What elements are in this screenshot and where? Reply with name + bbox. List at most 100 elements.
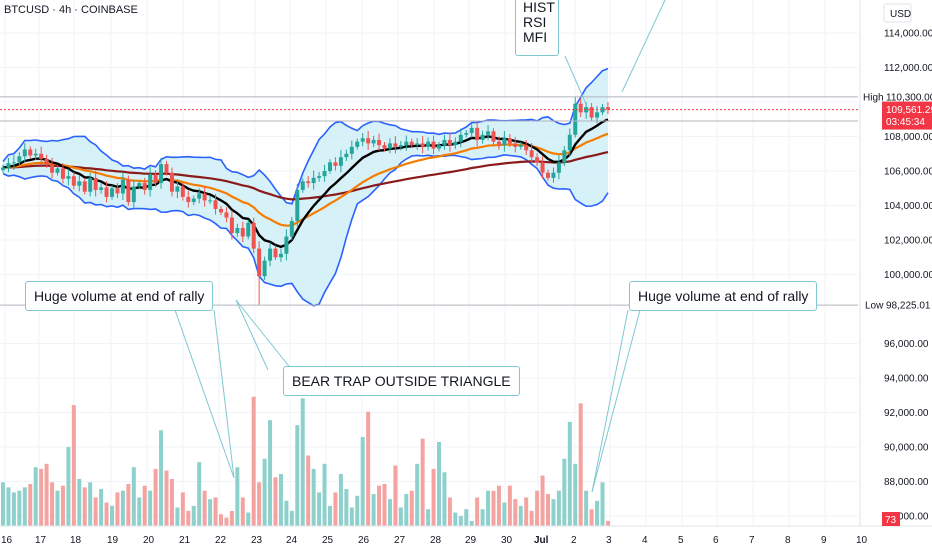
volume-bar [311,468,316,526]
volume-bar [518,505,523,526]
candle-body [33,153,38,156]
time-tick-label: 18 [70,535,82,546]
candle-body [567,134,572,151]
candle-body [524,145,529,151]
volume-bar [535,490,540,526]
candle-body [338,157,343,166]
volume-bar [469,520,474,526]
volume-bar [213,497,218,526]
volume-bar [240,497,245,526]
candle-body [387,143,392,149]
volume-bar [551,499,556,526]
leader-left-volume [174,309,235,479]
volume-bar [71,405,76,526]
candle-body [480,134,485,140]
time-tick-label: 6 [713,535,719,546]
time-tick-label: 26 [358,535,370,546]
volume-bar [387,499,392,526]
last-price-badge [882,101,932,130]
candle-body [191,198,196,203]
time-tick-label: 27 [394,535,406,546]
time-tick-label: 8 [785,535,791,546]
price-tick-label: 94,000.00 [884,374,929,385]
volume-bar [529,510,534,526]
leader-bear-trap-2 [235,299,269,371]
volume-bar [1,482,5,526]
candle-body [562,150,567,163]
volume-bar [99,489,104,526]
currency-chip[interactable] [883,3,912,23]
volume-bar [567,421,572,526]
volume-bar [77,478,82,526]
candle-body [578,103,583,113]
candle-body [186,196,191,203]
volume-bar [175,507,180,526]
candle-body [257,248,262,277]
price-tick-label: 86,000.00 [884,512,929,523]
candle-body [197,193,202,199]
candle-body [300,181,305,190]
candle-body [496,141,501,146]
time-tick-label: 3 [606,535,612,546]
candle-body [344,153,349,158]
price-tick-label: 104,000.00 [884,201,932,212]
volume-bar [262,458,267,526]
volume-bar [578,403,583,526]
candle-body [71,176,76,186]
leader-indicators [564,55,587,105]
volume-bar [393,465,398,526]
volume-bar [169,478,174,526]
candle-body [93,177,98,190]
candle-body [82,181,87,192]
volume-bar [208,499,213,526]
candle-body [491,131,496,142]
volume-bar [426,509,431,526]
time-tick-label: 4 [642,535,648,546]
candle-body [540,162,545,173]
candle-body [284,236,289,254]
volume-bar [415,463,420,526]
candle-body [415,143,420,146]
candle-body [322,171,327,177]
candle-body [409,141,414,146]
candle-body [273,248,278,258]
volume-bar [50,482,55,526]
last-price-value: 109,561.29 [886,105,932,116]
candle-body [142,183,147,190]
volume-bar [284,500,289,526]
candle-body [584,107,589,113]
volume-bar [115,492,120,526]
volume-bar [589,509,594,526]
volume-bar [600,482,605,526]
volume-bar [507,485,512,526]
candle-body [229,217,234,234]
candle-body [131,186,136,203]
candle-body [469,127,474,134]
candle-body [224,212,229,218]
volume-bar [28,484,33,526]
candle-body [437,145,441,149]
candle-body [333,162,338,166]
volume-bar [93,497,98,526]
high-tag-value: 110,300.00 [886,92,932,103]
candle-body [349,146,354,154]
volume-bar [55,490,60,526]
candle-body [126,179,131,203]
callout-bear-trap[interactable]: BEAR TRAP OUTSIDE TRIANGLE [283,366,520,396]
candle-body [453,141,458,146]
leader-right-volume [591,309,641,493]
candle-body [251,222,256,249]
symbol-title: BTCUSD · 4h · COINBASE [4,4,138,16]
volume-bar [197,462,202,526]
callout-right-volume[interactable]: Huge volume at end of rally [629,281,818,311]
time-tick-label: 23 [251,535,263,546]
volume-bar [573,463,578,526]
indicator-note: HIST RSI MFI [515,0,559,56]
volume-bar [562,458,567,526]
candle-body [420,143,425,147]
volume-bar [22,487,27,526]
callout-left-volume[interactable]: Huge volume at end of rally [25,281,214,311]
indicator-mfi: MFI [523,29,548,45]
volume-bar [224,517,229,526]
